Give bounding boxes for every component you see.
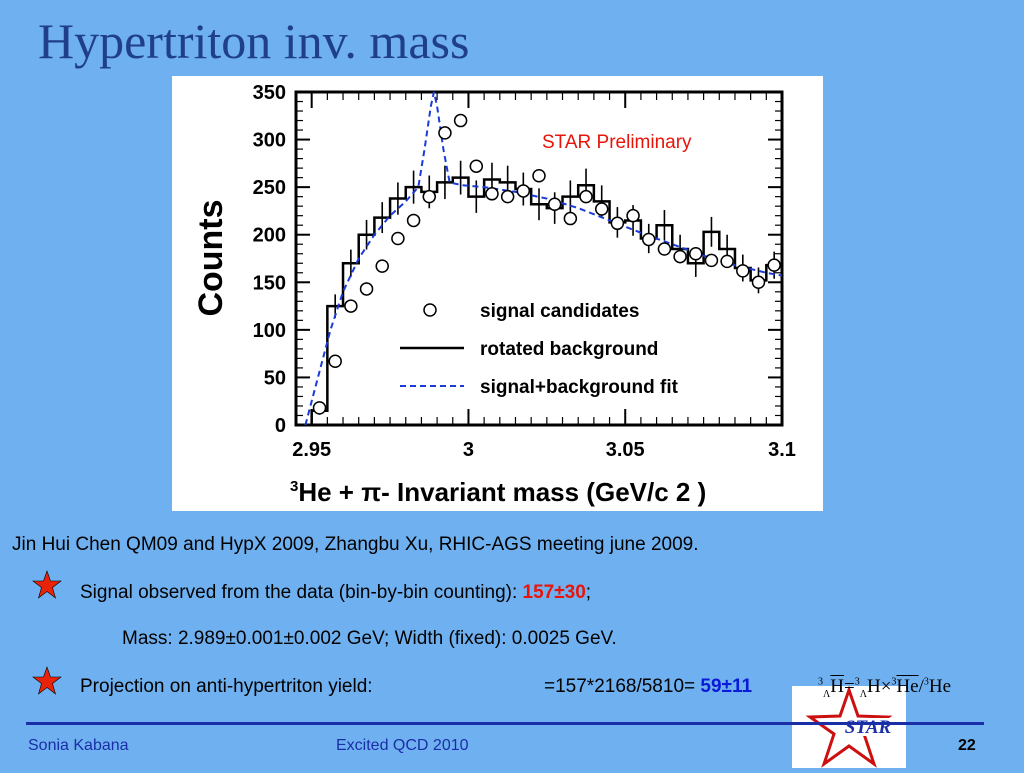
legend-label-background: rotated background: [480, 339, 658, 360]
y-tick-label: 50: [264, 367, 286, 389]
star-logo-text: STAR: [845, 717, 891, 738]
signal-candidate-point: [469, 159, 484, 173]
signal-candidate-point: [359, 282, 374, 296]
projection-yield-value: 59±11: [700, 676, 753, 697]
signal-candidate-point: [610, 216, 625, 231]
signal-candidate-point: [720, 254, 734, 269]
projection-calc-text: =157*2168/5810=: [544, 676, 696, 697]
signal-candidate-point: [641, 232, 656, 247]
legend-label-fit: signal+background fit: [480, 377, 679, 398]
signal-candidate-point: [453, 113, 468, 128]
tick-labels: 0 50 100 150 200 250 300 350 2.95 3 3.05 3.1: [253, 82, 796, 461]
footer-rule: [26, 722, 984, 725]
bullet-signal-tail: ;: [585, 582, 592, 603]
rotated-background-step-line: [310, 176, 782, 425]
signal-candidate-point: [438, 126, 452, 140]
signal-candidate-point: [689, 246, 703, 261]
y-tick-label: 300: [253, 130, 286, 152]
bullet-signal-text: Signal observed from the data (bin-by-bi…: [80, 582, 518, 603]
y-axis-label: Counts: [192, 199, 230, 316]
legend-marker-signal: [423, 303, 437, 317]
reference-line: Jin Hui Chen QM09 and HypX 2009, Zhangbu…: [12, 534, 699, 555]
projection-calculation: =157*2168/5810= 59±11: [544, 676, 752, 698]
signal-candidate-point: [673, 249, 687, 264]
invariant-mass-chart: 0 50 100 150 200 250 300 350 2.95 3 3.05 3.1 STAR P…: [192, 82, 796, 507]
signal-candidate-point: [500, 189, 515, 204]
x-tick-label: 3.05: [606, 439, 645, 461]
legend-label-signal: signal candidates: [480, 301, 639, 322]
y-tick-label: 250: [253, 177, 286, 199]
y-tick-label: 350: [253, 82, 286, 104]
signal-candidate-point: [532, 168, 546, 183]
signal-count-value: 157±30: [522, 582, 586, 603]
x-axis-label-superscript: 3: [290, 478, 298, 495]
signal-candidate-point: [375, 259, 389, 273]
signal-candidate-point: [751, 275, 766, 290]
star-preliminary-label: STAR Preliminary: [542, 132, 692, 153]
signal-candidate-point: [736, 264, 750, 278]
page-number: 22: [958, 737, 976, 754]
y-tick-label: 200: [253, 225, 286, 247]
signal-candidate-point: [767, 258, 781, 272]
tick-marks: [295, 91, 783, 426]
footer-conference: Excited QCD 2010: [336, 737, 469, 754]
footer-author: Sonia Kabana: [28, 737, 129, 754]
x-axis-label: 3He + π- Invariant mass (GeV/c 2 ): [290, 477, 706, 507]
signal-candidate-point: [594, 202, 609, 216]
signal-candidate-point: [516, 184, 531, 198]
signal-candidate-point: [626, 208, 640, 223]
signal-candidate-point: [406, 213, 421, 228]
signal-candidate-point: [563, 211, 578, 226]
bullet-projection: Projection on anti-hypertriton yield:: [80, 676, 373, 697]
signal-candidate-point: [547, 197, 562, 212]
signal-candidate-point: [579, 189, 593, 204]
x-axis-label-main: He + π- Invariant mass (GeV/c 2 ): [298, 477, 706, 507]
x-tick-label: 3.1: [768, 439, 796, 461]
star-bullet-icon: [32, 666, 62, 695]
data-layer: [304, 91, 783, 426]
anti-hypertriton-ratio-formula: 3ΛH=3ΛH×3He/3He: [818, 676, 952, 700]
signal-candidate-point: [657, 242, 672, 256]
x-tick-label: 2.95: [292, 439, 331, 461]
y-tick-label: 150: [253, 272, 286, 294]
y-tick-label: 0: [275, 415, 286, 437]
bullet-signal-observed: Signal observed from the data (bin-by-bi…: [80, 582, 591, 604]
x-tick-label: 3: [463, 439, 474, 461]
plot-frame: [294, 90, 784, 427]
slide-title: Hypertriton inv. mass: [38, 13, 470, 69]
mass-width-line: Mass: 2.989±0.001±0.002 GeV; Width (fixe…: [122, 628, 617, 649]
signal-candidate-point: [391, 231, 405, 246]
star-bullet-icon: [32, 570, 62, 599]
signal-candidate-point: [344, 299, 358, 313]
signal-background-fit-line: [304, 91, 783, 426]
signal-candidate-point: [312, 401, 327, 415]
y-tick-label: 100: [253, 320, 286, 342]
chart-legend: signal candidates rotated background sig…: [400, 301, 679, 398]
signal-candidate-point: [328, 354, 342, 369]
signal-candidate-point: [422, 189, 437, 204]
plot-panel: 0 50 100 150 200 250 300 350 2.95 3 3.05 3.1 STAR P…: [172, 76, 823, 511]
signal-candidate-point: [485, 187, 499, 201]
signal-candidate-point: [704, 253, 719, 268]
